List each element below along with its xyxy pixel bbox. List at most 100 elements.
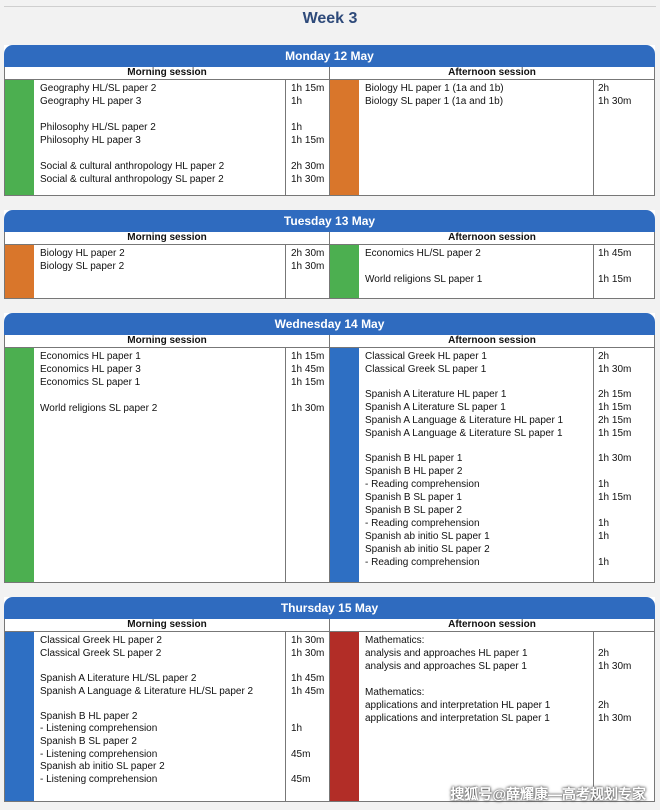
exam-duration: 1h 30m [291,403,325,414]
exam-subject: Spanish A Literature HL paper 1 [365,389,507,400]
exam-subject: applications and interpretation SL paper… [365,713,550,724]
exam-subject: - Reading comprehension [365,518,480,529]
exam-subject: Philosophy HL paper 3 [40,135,141,146]
exam-subject: - Listening comprehension [40,723,158,734]
exam-subject: Economics HL paper 3 [40,364,141,375]
afternoon-session-body: Biology HL paper 1 (1a and 1b) 2h Biology … [330,80,654,195]
subject-color-bar [5,348,34,582]
afternoon-session-title: Afternoon session [330,67,654,80]
exam-subject: Biology HL paper 1 (1a and 1b) [365,83,504,94]
morning-session: Morning session Biology HL paper 2 2h 30m B… [5,232,330,298]
day-block: Tuesday 13 May Morning session Biology HL … [4,210,655,299]
exam-subject: Biology SL paper 1 (1a and 1b) [365,96,504,107]
day-header: Thursday 15 May [4,597,655,619]
exam-duration: 2h [598,700,610,711]
exam-duration: 1h 15m [291,377,325,388]
exam-duration: 2h [598,83,610,94]
watermark: 搜狐号@薛耀康—高考规划专家 [450,786,646,802]
sessions-row: Morning session Geography HL/SL paper 2 1h… [4,67,655,196]
exam-subject: Classical Greek SL paper 1 [365,364,487,375]
duration-column-divider [285,348,286,582]
exam-subject: Spanish B HL paper 2 [40,711,138,722]
exam-duration: 1h 30m [291,648,325,659]
day-header: Tuesday 13 May [4,210,655,232]
exam-subject: Spanish A Language & Literature HL/SL pa… [40,686,254,697]
exam-subject: - Listening comprehension [40,774,158,785]
exam-subject: Economics SL paper 1 [40,377,141,388]
exam-duration: 1h [291,723,303,734]
exam-subject: Spanish B SL paper 2 [40,736,137,747]
exam-subject: Spanish A Language & Literature SL paper… [365,428,563,439]
exam-duration: 1h 45m [291,673,325,684]
exam-duration: 1h 15m [598,402,632,413]
afternoon-session: Afternoon session Economics HL/SL paper 2… [330,232,654,298]
morning-session-body: Classical Greek HL paper 2 1h 30m Classica… [5,632,329,801]
exam-duration: 1h 15m [598,428,632,439]
duration-column-divider [285,245,286,298]
afternoon-session-title: Afternoon session [330,619,654,632]
exam-duration: 45m [291,774,311,785]
exam-subject: Philosophy HL/SL paper 2 [40,122,156,133]
subject-color-bar [330,80,359,195]
exam-subject: Classical Greek HL paper 2 [40,635,162,646]
exam-duration: 1h 15m [598,492,632,503]
exam-duration: 1h 30m [598,453,632,464]
sessions-row: Morning session Economics HL paper 1 1h 15… [4,335,655,583]
day-header: Monday 12 May [4,45,655,67]
day-block: Wednesday 14 May Morning session Economics… [4,313,655,583]
exam-subject: - Reading comprehension [365,557,480,568]
exam-duration: 1h 30m [291,635,325,646]
morning-session-title: Morning session [5,335,329,348]
morning-session-title: Morning session [5,232,329,245]
exam-subject: Biology HL paper 2 [40,248,125,259]
exam-subject: Spanish B SL paper 1 [365,492,462,503]
day-header: Wednesday 14 May [4,313,655,335]
exam-subject: Spanish A Language & Literature HL paper… [365,415,564,426]
subject-color-bar [5,245,34,298]
exam-duration: 1h [598,479,610,490]
exam-duration: 1h 15m [291,351,325,362]
exam-subject: Classical Greek SL paper 2 [40,648,162,659]
exam-subject: Spanish ab initio SL paper 1 [365,531,490,542]
exam-duration: 1h 15m [291,83,325,94]
exam-subject: - Reading comprehension [365,479,480,490]
exam-subject: Geography HL paper 3 [40,96,142,107]
exam-subject: Social & cultural anthropology SL paper … [40,174,224,185]
exam-subject: Spanish B HL paper 2 [365,466,463,477]
exam-subject: Economics HL paper 1 [40,351,141,362]
subject-color-bar [5,80,34,195]
duration-column-divider [593,632,594,801]
sessions-row: Morning session Biology HL paper 2 2h 30m B… [4,232,655,299]
exam-subject: analysis and approaches HL paper 1 [365,648,528,659]
exam-subject: Spanish A Literature SL paper 1 [365,402,506,413]
exam-subject: Spanish B HL paper 1 [365,453,463,464]
exam-subject: Mathematics: [365,687,425,698]
exam-subject: Spanish ab initio SL paper 2 [40,761,165,772]
morning-session-body: Economics HL paper 1 1h 15m Economics HL p… [5,348,329,582]
exam-duration: 1h [291,96,303,107]
morning-session: Morning session Economics HL paper 1 1h 15… [5,335,330,582]
subject-color-bar [330,632,359,801]
exam-duration: 2h 15m [598,389,632,400]
exam-subject: Economics HL/SL paper 2 [365,248,481,259]
exam-subject: Geography HL/SL paper 2 [40,83,157,94]
exam-duration: 45m [291,749,311,760]
exam-duration: 1h [291,122,303,133]
exam-duration: 1h [598,518,610,529]
afternoon-session: Afternoon session Mathematics: analysis an… [330,619,654,801]
exam-duration: 1h 30m [291,261,325,272]
day-block: Monday 12 May Morning session Geography HL… [4,45,655,196]
exam-duration: 2h 30m [291,248,325,259]
morning-session-body: Biology HL paper 2 2h 30m Biology SL paper… [5,245,329,298]
duration-column-divider [593,80,594,195]
day-block: Thursday 15 May Morning session Classical … [4,597,655,802]
exam-duration: 1h 45m [598,248,632,259]
exam-subject: analysis and approaches SL paper 1 [365,661,527,672]
exam-duration: 2h 15m [598,415,632,426]
exam-duration: 1h 15m [291,135,325,146]
duration-column-divider [285,632,286,801]
exam-subject: Spanish ab initio SL paper 2 [365,544,490,555]
sessions-row: Morning session Classical Greek HL paper … [4,619,655,802]
morning-session: Morning session Classical Greek HL paper … [5,619,330,801]
exam-subject: Spanish A Literature HL/SL paper 2 [40,673,197,684]
